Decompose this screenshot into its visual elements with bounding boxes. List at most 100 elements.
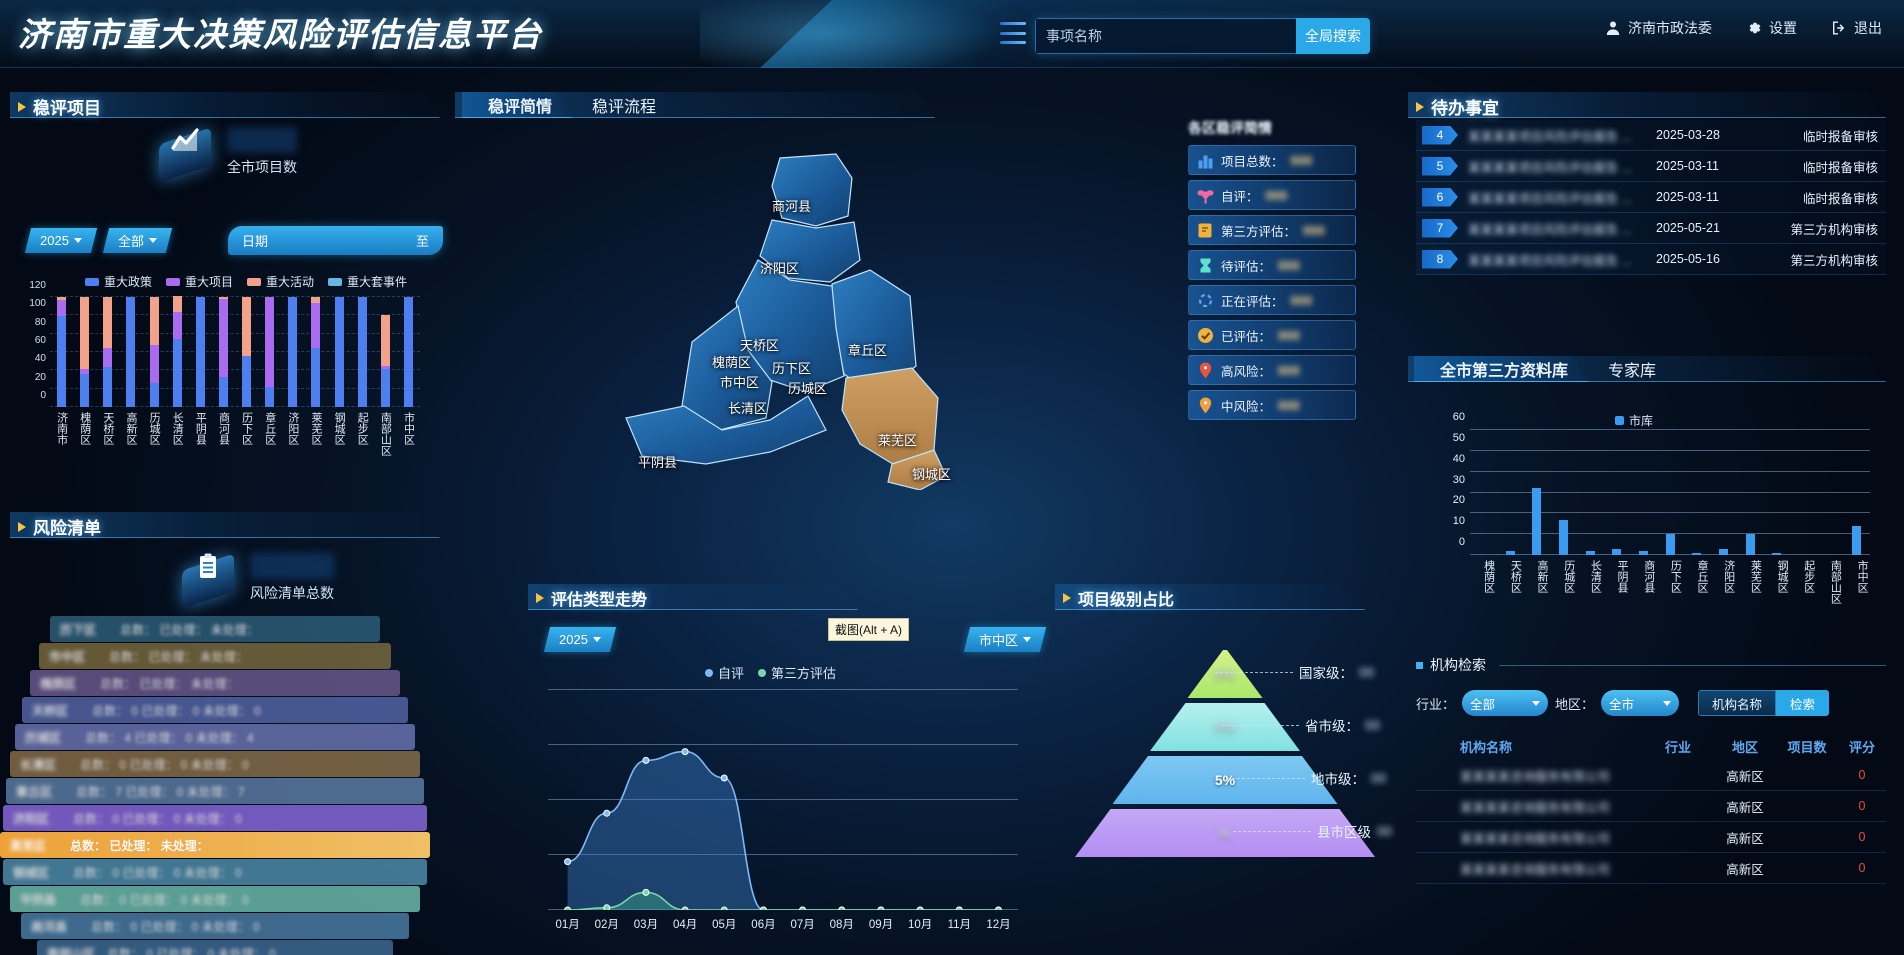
grid-line [50, 314, 420, 316]
bar-column [304, 297, 327, 407]
jinan-map[interactable]: 商河县济阳区章丘区 天桥区历下区 槐荫区市中区 历城区长清区平阴县 莱芜区钢城区 [620, 130, 980, 490]
bar-segment [265, 386, 275, 407]
stat-row-4[interactable]: 正在评估： 000 [1188, 285, 1356, 315]
trend-region-select[interactable]: 市中区 [963, 627, 1047, 652]
map-region-市中区[interactable]: 市中区 [720, 375, 760, 390]
legend-label: 重大活动 [266, 275, 315, 289]
risk-list-item[interactable]: 商河县 总数： 0 已处理： 0 未处理： 0 [21, 913, 409, 939]
global-search-button[interactable]: 全局搜索 [1296, 18, 1370, 54]
thirdparty-tab-0[interactable]: 全市第三方资料库 [1414, 356, 1588, 382]
settings-button[interactable]: 设置 [1746, 18, 1797, 38]
map-region-章丘区[interactable]: 章丘区 [848, 343, 888, 358]
project-scope-select[interactable]: 全部 [102, 228, 173, 253]
todo-date: 2025-05-16 [1656, 252, 1720, 266]
map-region-天桥区[interactable]: 天桥区 [740, 338, 780, 353]
cell-region: 高新区 [1726, 862, 1764, 877]
bar-segment [80, 368, 90, 374]
stat-label: 正在评估： [1221, 294, 1284, 309]
region-select[interactable]: 全市 [1601, 690, 1680, 716]
table-row[interactable]: 某某某某咨询服务有限公司 高新区 0 [1416, 791, 1886, 822]
map-region-长清区[interactable]: 长清区 [728, 401, 768, 416]
hamburger-icon[interactable] [1000, 22, 1026, 44]
legend-swatch [166, 277, 181, 286]
x-tick-label: 03月 [633, 919, 659, 931]
bar-segment [195, 297, 205, 407]
risk-list-item[interactable]: 莱芜区 总数： 已处理： 未处理： [0, 832, 430, 858]
trend-year-select[interactable]: 2025 [543, 627, 617, 652]
risk-list-item[interactable]: 钢城区 总数： 0 已处理： 0 未处理： 0 [3, 859, 427, 885]
risk-list-item[interactable]: 济阳区 总数： 0 已处理： 0 未处理： 0 [3, 805, 427, 831]
thirdparty-tab-1[interactable]: 专家库 [1588, 356, 1676, 382]
stat-row-7[interactable]: 中风险： 000 [1188, 390, 1356, 420]
todo-row[interactable]: 4 某某某某项目风险评估报告 ... 2025-03-28 临时报备审核 [1416, 120, 1886, 151]
grid-line [1470, 470, 1870, 472]
industry-select[interactable]: 全部 [1462, 690, 1549, 716]
x-tick-label: 01月 [555, 919, 580, 931]
todo-row[interactable]: 6 某某某某项目风险评估报告 ... 2025-03-11 临时报备审核 [1416, 182, 1886, 213]
risk-list-item[interactable]: 章丘区 总数： 7 已处理： 0 未处理： 7 [6, 778, 424, 804]
y-tick-label: 30 [1452, 473, 1465, 486]
grid-line [50, 351, 420, 352]
x-tick-label: 市中区 [402, 412, 415, 445]
todo-number: 6 [1422, 187, 1458, 207]
institution-name-input[interactable]: 机构名称 [1698, 690, 1777, 716]
bar-segment [380, 369, 390, 407]
stat-row-1[interactable]: 自评： 000 [1188, 180, 1356, 210]
institution-search-group: 机构名称 检索 [1698, 690, 1830, 716]
map-region-历城区[interactable]: 历城区 [788, 381, 828, 396]
gear-icon [1749, 22, 1761, 34]
risk-region-name: 历下区 [60, 622, 97, 637]
bar [1532, 488, 1542, 555]
map-region-平阴县[interactable]: 平阴县 [638, 455, 678, 470]
pyramid-value: 0% [1214, 666, 1236, 682]
todo-row[interactable]: 8 某某某某项目风险评估报告 ... 2025-05-16 第三方机构审核 [1416, 244, 1886, 275]
risk-stats: 总数： 0 已处理： 0 未处理： 0 [91, 919, 260, 934]
map-region-钢城区[interactable]: 钢城区 [912, 467, 952, 482]
risk-list-item[interactable]: 天桥区 总数： 0 已处理： 0 未处理： 0 [22, 697, 408, 723]
bar [1692, 552, 1702, 555]
cell-region: 高新区 [1726, 769, 1764, 784]
level-title: 项目级别占比 [1063, 586, 1174, 610]
risk-list-item[interactable]: 平阴县 总数： 0 已处理： 0 未处理： 0 [10, 886, 420, 912]
cell-score: 0 [1858, 861, 1866, 875]
institution-table-body: 某某某某咨询服务有限公司 高新区 0 某某某某咨询服务有限公司 高新区 0 某某某某咨询服务… [1416, 760, 1886, 884]
table-row[interactable]: 某某某某咨询服务有限公司 高新区 0 [1416, 853, 1886, 884]
risk-list-item[interactable]: 市中区 总数： 已处理： 未处理： [39, 643, 391, 669]
todo-row[interactable]: 5 某某某某项目风险评估报告 ... 2025-03-11 临时报备审核 [1416, 151, 1886, 182]
project-date-range[interactable]: 日期 至 [228, 226, 443, 255]
tab-1[interactable]: 稳评流程 [572, 92, 676, 118]
map-region-济阳区[interactable]: 济阳区 [760, 261, 800, 276]
stat-row-3[interactable]: 待评估： 000 [1188, 250, 1356, 280]
search-input[interactable] [1035, 18, 1296, 54]
risk-list-item[interactable]: 历城区 总数： 4 已处理： 0 未处理： 4 [15, 724, 415, 750]
bar-stack [218, 297, 228, 407]
grid-line [50, 369, 420, 371]
risk-list-item[interactable]: 长清区 总数： 0 已处理： 0 未处理： 0 [10, 751, 420, 777]
dashed-connector [1215, 671, 1293, 673]
logout-button[interactable]: 退出 [1831, 18, 1882, 38]
institution-search-button[interactable]: 检索 [1776, 690, 1830, 716]
map-region-莱芜区[interactable]: 莱芜区 [878, 433, 918, 448]
risk-list-item[interactable]: 南部山区 总数： 0 已处理： 0 未处理： 0 [37, 940, 393, 955]
map-region-槐荫区[interactable]: 槐荫区 [712, 355, 752, 370]
stat-row-2[interactable]: 第三方评估： 000 [1188, 215, 1356, 245]
risk-list-item[interactable]: 槐荫区 总数： 已处理： 未处理： [30, 670, 400, 696]
page-title: 济南市重大决策风险评估信息平台 [18, 16, 543, 53]
map-region-商河县[interactable]: 商河县 [772, 199, 812, 214]
stat-row-6[interactable]: 高风险： 000 [1188, 355, 1356, 385]
todo-type: 临时报备审核 [1802, 129, 1878, 144]
table-row[interactable]: 某某某某咨询服务有限公司 高新区 0 [1416, 760, 1886, 791]
x-tick-label: 起步区 [356, 412, 369, 445]
stat-row-5[interactable]: 已评估： 000 [1188, 320, 1356, 350]
table-row[interactable]: 某某某某咨询服务有限公司 高新区 0 [1416, 822, 1886, 853]
bar-column [96, 297, 119, 407]
map-region-历下区[interactable]: 历下区 [772, 361, 812, 376]
user-account[interactable]: 济南市政法委 [1605, 18, 1712, 38]
y-tick-label: 80 [34, 316, 46, 328]
todo-row[interactable]: 7 某某某某项目风险评估报告 ... 2025-05-21 第三方机构审核 [1416, 213, 1886, 244]
tab-0[interactable]: 稳评简情 [462, 92, 572, 118]
risk-list-item[interactable]: 历下区 总数： 已处理： 未处理： [50, 616, 380, 642]
stat-row-0[interactable]: 项目总数： 000 [1188, 145, 1356, 175]
project-year-select[interactable]: 2025 [24, 228, 98, 253]
bar-column [119, 297, 142, 407]
